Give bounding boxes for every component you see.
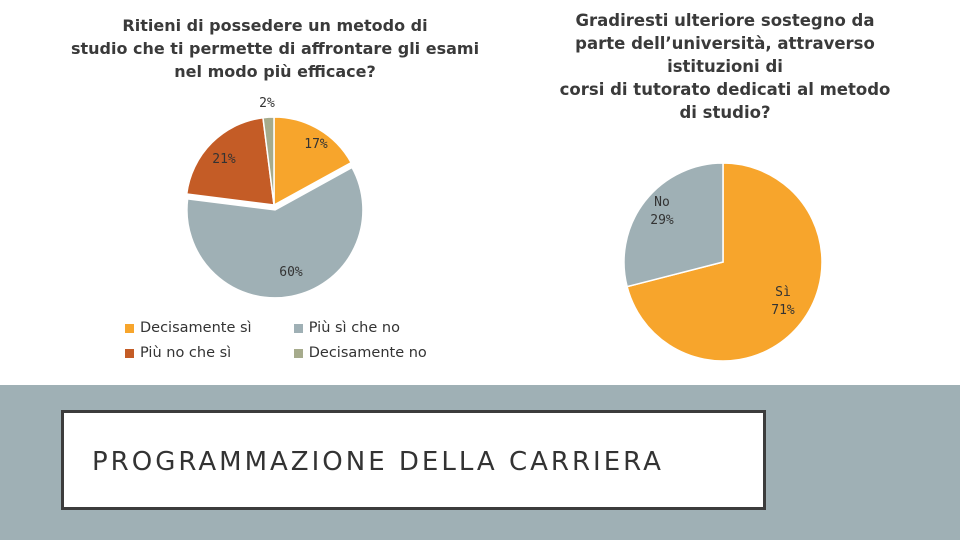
legend-label: Più no che sì <box>140 345 232 361</box>
chart-1-title: Ritieni di possedere un metodo di studio… <box>70 16 480 81</box>
chart-1-data-label-0: 17% <box>304 137 328 152</box>
legend-swatch <box>293 323 303 333</box>
legend-item-piu-si-che-no: Più sì che no <box>293 320 455 336</box>
legend-swatch <box>293 348 303 358</box>
legend-label: Decisamente no <box>308 345 427 361</box>
legend-swatch <box>125 323 134 333</box>
chart-1-slice-1 <box>186 166 364 299</box>
chart-1-legend: Decisamente sì Più sì che no Più no che … <box>125 320 455 361</box>
chart-1-data-label-3: 2% <box>259 96 275 111</box>
section-title: PROGRAMMAZIONE DELLA CARRIERA <box>92 447 664 477</box>
chart-1-slice-3 <box>262 116 275 206</box>
chart-1-slice-0 <box>273 116 353 207</box>
chart-2-slice-1 <box>623 162 724 288</box>
chart-1-slice-2 <box>185 116 275 206</box>
chart-1-data-label-2: 21% <box>212 152 236 167</box>
legend-label: Più sì che no <box>308 320 400 336</box>
chart-2-data-label-1: No 29% <box>650 195 674 228</box>
legend-item-decisamente-si: Decisamente sì <box>125 320 280 336</box>
legend-swatch <box>125 348 134 358</box>
section-title-box: PROGRAMMAZIONE DELLA CARRIERA <box>61 410 766 510</box>
legend-item-piu-no-che-si: Più no che sì <box>125 345 280 361</box>
chart-2-data-label-0: Sì 71% <box>771 285 795 318</box>
chart-2-slice-0 <box>626 162 823 362</box>
chart-2-title: Gradiresti ulteriore sostegno da parte d… <box>559 11 891 122</box>
legend-item-decisamente-no: Decisamente no <box>293 345 455 361</box>
legend-label: Decisamente sì <box>140 320 252 336</box>
chart-1-data-label-1: 60% <box>279 265 303 280</box>
